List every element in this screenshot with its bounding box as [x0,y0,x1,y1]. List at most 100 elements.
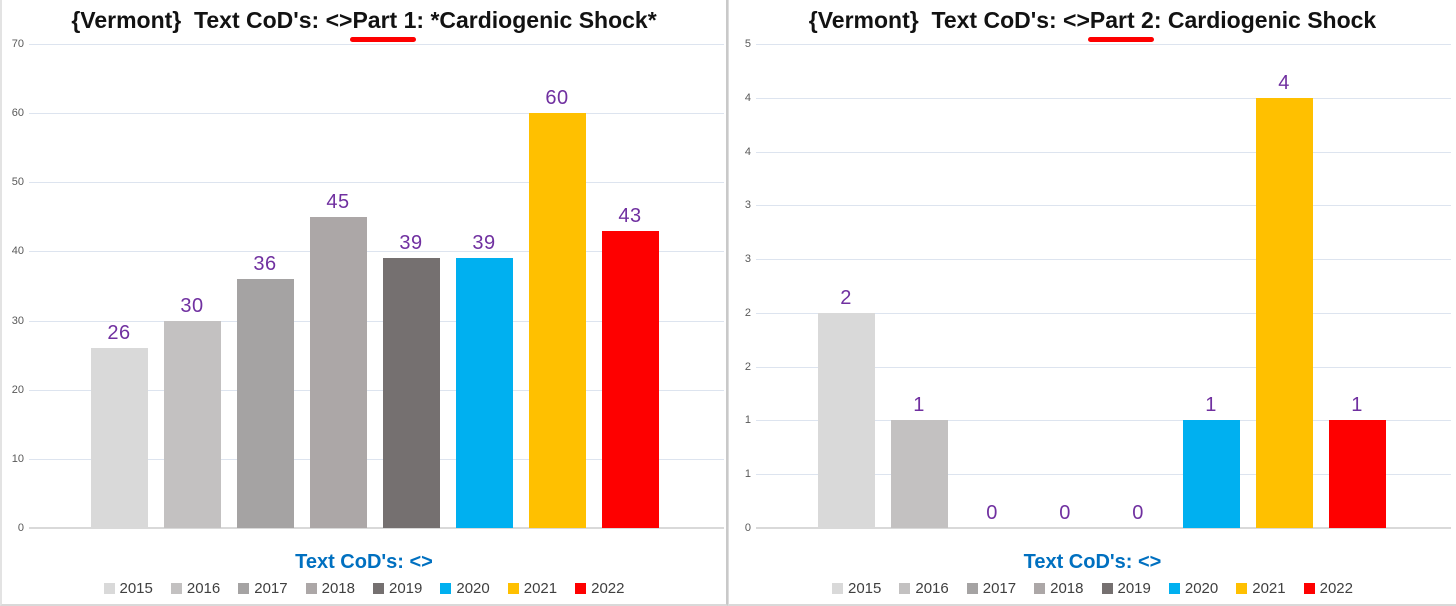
legend-part2: 2015 2016 2017 2018 2019 2020 2021 2022 [729,580,1456,597]
legend-item-2021: 2021 [507,580,558,597]
y-tick-label: 5 [744,38,751,50]
legend-label: 2022 [591,580,625,597]
data-label-2020: 39 [472,232,496,254]
data-label-2022: 43 [618,205,642,227]
y-tick-label: 1 [744,468,751,480]
legend-swatch-icon [440,583,452,594]
data-label-2016: 1 [913,394,925,416]
gridline [29,459,724,460]
legend-label: 2018 [321,580,355,597]
legend-swatch-icon [1034,583,1046,594]
data-label-2017: 0 [986,502,998,524]
chart-title-prefix: {Vermont} Text CoD's: <> [808,7,1090,33]
legend-item-2020: 2020 [1168,580,1219,597]
bar-2021 [528,113,586,528]
legend-swatch-icon [238,583,250,594]
legend-label: 2019 [389,580,423,597]
data-label-2021: 60 [545,87,569,109]
gridline [29,390,724,391]
legend-item-2018: 2018 [1034,580,1084,597]
bar-2020 [455,258,513,528]
legend-label: 2016 [186,580,221,597]
bar-2016 [890,420,948,528]
chart-title-suffix: : *Cardiogenic Shock* [416,7,657,33]
legend-swatch-icon [170,583,182,594]
bar-2022 [601,231,659,528]
bar-2016 [163,321,221,528]
gridline [756,313,1451,314]
y-tick-label: 0 [17,522,24,534]
legend-swatch-icon [373,583,384,594]
legend-label: 2016 [915,580,949,597]
legend-item-2017: 2017 [238,580,288,597]
x-axis-line [756,527,1451,529]
legend-item-2017: 2017 [966,580,1016,597]
data-label-2017: 36 [253,253,277,275]
data-label-2019: 0 [1132,502,1144,524]
gridline [756,152,1451,153]
chart-title-part1: {Vermont} Text CoD's: <>Part 1: *Cardiog… [2,7,726,42]
x-axis-title-part2: Text CoD's: <> [1023,551,1162,573]
y-tick-label: 30 [11,315,24,327]
legend-label: 2022 [1319,580,1353,597]
gridline [756,474,1451,475]
legend-item-2022: 2022 [575,580,625,597]
gridline [756,367,1451,368]
y-tick-label: 50 [11,176,24,188]
legend-swatch-icon [507,583,519,594]
y-tick-label: 3 [744,199,751,211]
y-tick-label: 3 [744,253,751,265]
y-tick-label: 20 [11,384,24,396]
legend-label: 2018 [1050,580,1084,597]
plot-area-part1: 0 10 20 30 40 50 60 70 26 30 36 45 39 39 60 43 [2,38,730,534]
legend-swatch-icon [1303,583,1315,594]
legend-swatch-icon [899,583,911,594]
gridline [756,98,1451,99]
legend-label: 2020 [1184,580,1219,597]
legend-swatch-icon [1168,583,1180,594]
legend-label: 2015 [119,580,153,597]
chart-panel-part2: {Vermont} Text CoD's: <>Part 2: Cardioge… [728,0,1456,606]
legend-item-2015: 2015 [103,580,153,597]
legend-swatch-icon [832,583,843,594]
legend-item-2021: 2021 [1236,580,1286,597]
chart-title-prefix: {Vermont} Text CoD's: <> [71,7,353,33]
legend-item-2018: 2018 [305,580,355,597]
gridline [756,420,1451,421]
data-label-2018: 45 [326,191,350,213]
bar-2020 [1182,420,1240,528]
legend-label: 2021 [523,580,558,597]
gridline [29,113,724,114]
legend-swatch-icon [575,583,587,594]
gridline [756,205,1451,206]
data-label-2021: 4 [1278,72,1290,94]
bar-2019 [382,258,440,528]
bar-2022 [1328,420,1386,528]
gridline [29,44,724,45]
bar-2017 [236,279,294,528]
legend-part1: 2015 2016 2017 2018 2019 2020 2021 2022 [2,580,726,597]
y-tick-label: 70 [11,38,24,50]
gridline [29,251,724,252]
bar-2021 [1255,98,1313,528]
chart-title-suffix: : Cardiogenic Shock [1153,7,1377,33]
x-axis-line [29,527,724,529]
data-label-2016: 30 [180,295,204,317]
data-label-2015: 2 [840,287,852,309]
x-axis-title-part1: Text CoD's: <> [295,551,433,573]
legend-label: 2021 [1252,580,1286,597]
gridline [29,321,724,322]
legend-swatch-icon [305,583,317,594]
y-tick-label: 2 [744,307,751,319]
data-label-2022: 1 [1351,394,1363,416]
legend-label: 2019 [1117,580,1151,597]
legend-item-2016: 2016 [170,580,221,597]
legend-item-2019: 2019 [373,580,422,597]
legend-label: 2020 [456,580,490,597]
bar-2015 [90,348,148,528]
y-tick-label: 1 [744,414,751,426]
y-tick-label: 4 [744,146,751,158]
legend-item-2022: 2022 [1303,580,1353,597]
data-label-2019: 39 [399,232,423,254]
